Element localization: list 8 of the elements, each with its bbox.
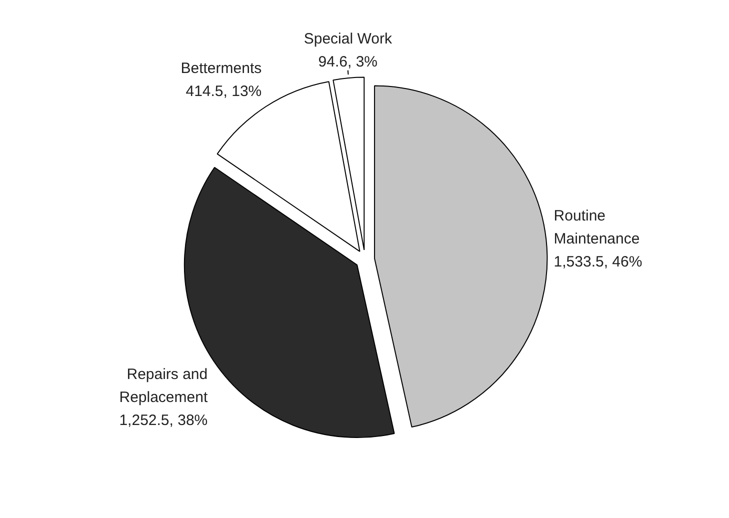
slice-label: Betterments bbox=[180, 60, 262, 78]
data-label: 1,533.5, 46% bbox=[554, 253, 642, 270]
slice-label: Routine Maintenance bbox=[554, 207, 640, 248]
data-label: 94.6, 3% bbox=[318, 53, 378, 70]
data-label: 414.5, 13% bbox=[186, 83, 262, 100]
slice-label: Special Work bbox=[304, 30, 392, 48]
slice-label: Repairs and Replacement bbox=[119, 366, 208, 406]
data-label: 1,252.5, 38% bbox=[119, 412, 208, 429]
